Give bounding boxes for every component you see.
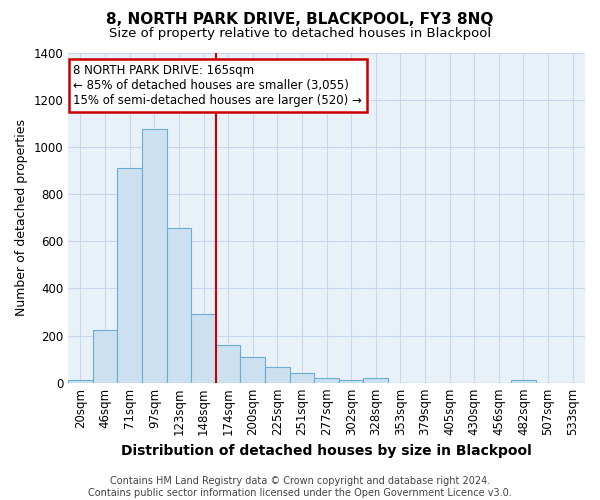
- Y-axis label: Number of detached properties: Number of detached properties: [15, 119, 28, 316]
- Bar: [290, 373, 314, 382]
- Bar: [118, 168, 142, 382]
- Bar: [93, 330, 118, 382]
- Text: 8, NORTH PARK DRIVE, BLACKPOOL, FY3 8NQ: 8, NORTH PARK DRIVE, BLACKPOOL, FY3 8NQ: [106, 12, 494, 28]
- Bar: [142, 129, 167, 382]
- Bar: [191, 314, 216, 382]
- Text: Size of property relative to detached houses in Blackpool: Size of property relative to detached ho…: [109, 28, 491, 40]
- Bar: [241, 358, 265, 382]
- Text: 8 NORTH PARK DRIVE: 165sqm
← 85% of detached houses are smaller (3,055)
15% of s: 8 NORTH PARK DRIVE: 165sqm ← 85% of deta…: [73, 64, 362, 107]
- Bar: [68, 380, 93, 382]
- Bar: [339, 380, 364, 382]
- Bar: [167, 228, 191, 382]
- Text: Contains HM Land Registry data © Crown copyright and database right 2024.
Contai: Contains HM Land Registry data © Crown c…: [88, 476, 512, 498]
- Bar: [314, 378, 339, 382]
- X-axis label: Distribution of detached houses by size in Blackpool: Distribution of detached houses by size …: [121, 444, 532, 458]
- Bar: [511, 380, 536, 382]
- Bar: [265, 366, 290, 382]
- Bar: [364, 378, 388, 382]
- Bar: [216, 345, 241, 383]
